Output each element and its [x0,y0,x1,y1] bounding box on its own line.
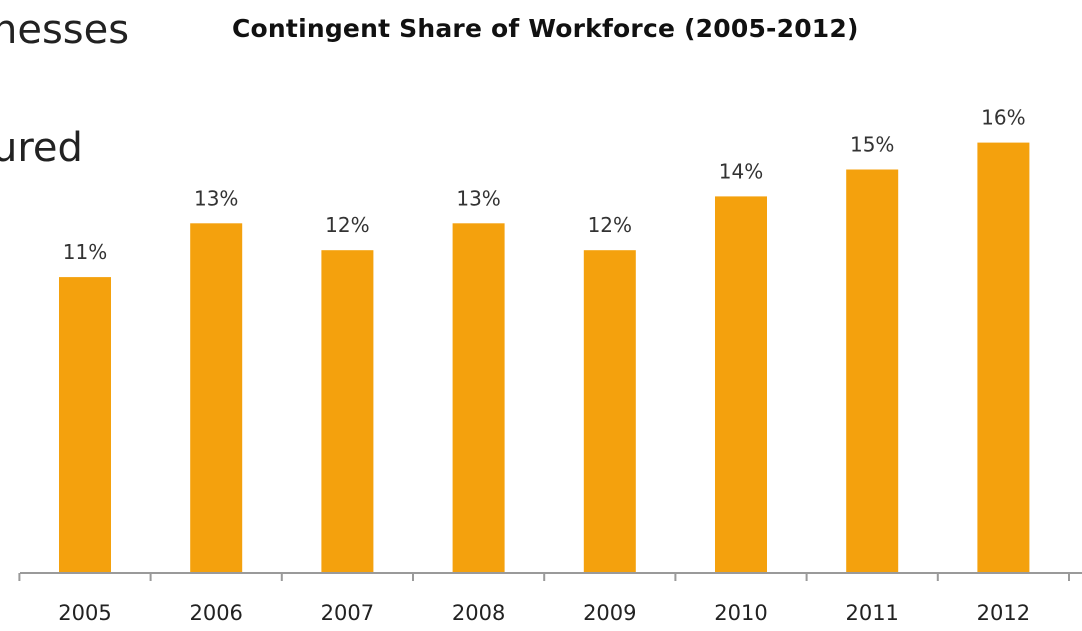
x-tick-label-2009: 2009 [583,601,636,625]
bar-2007 [321,250,373,573]
bar-2010 [715,196,767,573]
x-tick-label-2012: 2012 [977,601,1030,625]
data-label-2006: 13% [194,186,238,210]
x-tick-label-2011: 2011 [845,601,898,625]
x-axis [19,573,1082,581]
data-label-2007: 12% [325,213,369,237]
data-label-2009: 12% [588,213,632,237]
bar-2008 [453,223,505,573]
data-label-2011: 15% [850,133,894,157]
bar-2005 [59,277,111,573]
x-tick-label-2006: 2006 [189,601,242,625]
bar-2006 [190,223,242,573]
x-tick-label-2007: 2007 [321,601,374,625]
x-tick-label-2005: 2005 [58,601,111,625]
bar-2011 [846,170,898,574]
data-label-2012: 16% [981,106,1025,130]
data-label-2005: 11% [63,240,107,264]
data-label-2010: 14% [719,159,763,183]
x-tick-labels: 2005 2006 2007 2008 2009 2010 2011 2012 [58,601,1030,625]
data-label-2008: 13% [456,186,500,210]
x-tick-label-2008: 2008 [452,601,505,625]
x-tick-label-2010: 2010 [714,601,767,625]
bar-2009 [584,250,636,573]
bar-2012 [977,143,1029,573]
